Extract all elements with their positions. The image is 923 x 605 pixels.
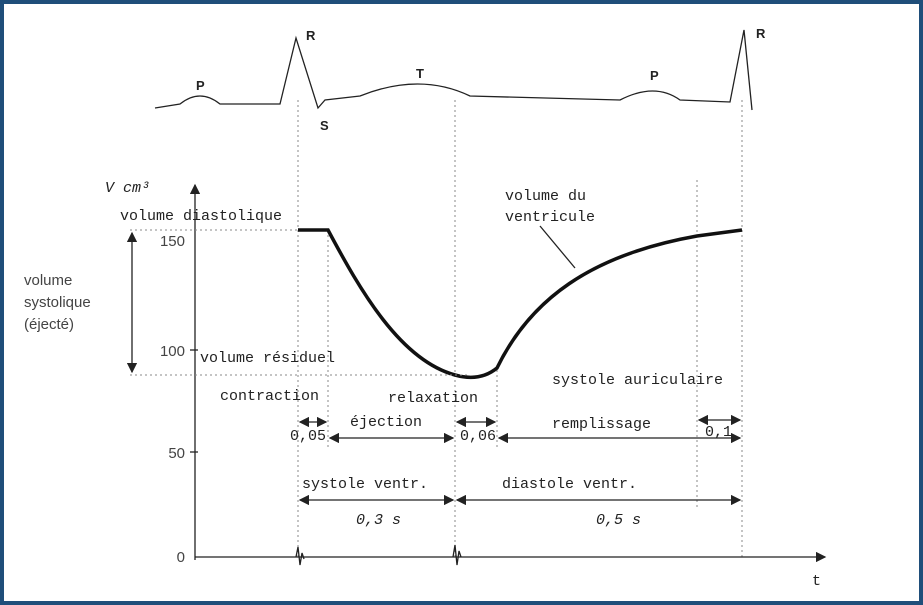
label: volume [24, 272, 72, 289]
label: éjection [350, 414, 422, 431]
label: ventricule [505, 209, 595, 226]
ecg-label: P [196, 78, 205, 93]
ecg-label: P [650, 68, 659, 83]
label: relaxation [388, 390, 478, 407]
ecg-trace [154, 29, 753, 111]
ecg-label: R [756, 26, 766, 41]
label: volume résiduel [200, 350, 335, 367]
phase-lines [297, 100, 743, 560]
heart-sound [295, 546, 305, 566]
heart-sound [452, 544, 462, 566]
ecg-label: S [320, 118, 329, 133]
label: 0,05 [290, 428, 326, 445]
label: systole auriculaire [552, 372, 723, 389]
label: contraction [220, 388, 319, 405]
label: volume diastolique [120, 208, 282, 225]
label: remplissage [552, 416, 651, 433]
y-tick-label: 50 [168, 445, 185, 462]
y-tick-label: 0 [177, 549, 185, 566]
label: (éjecté) [24, 316, 74, 333]
label: 0,3 s [356, 512, 401, 529]
y-tick-label: 150 [160, 233, 185, 250]
y-axis-label: V cm³ [105, 180, 150, 197]
volume-curve [298, 228, 743, 380]
ecg-label: R [306, 28, 316, 43]
pointer [539, 225, 576, 269]
phase-arrows [298, 414, 742, 506]
label: 0,5 s [596, 512, 641, 529]
label: systolique [24, 294, 91, 311]
y-tick-label: 100 [160, 343, 185, 360]
ecg-label: T [416, 66, 424, 81]
label: 0,06 [460, 428, 496, 445]
white-band [20, 112, 855, 160]
label: diastole ventr. [502, 476, 637, 493]
label: volume du [505, 188, 586, 205]
label: systole ventr. [302, 476, 428, 493]
x-axis-label: t [812, 573, 821, 590]
